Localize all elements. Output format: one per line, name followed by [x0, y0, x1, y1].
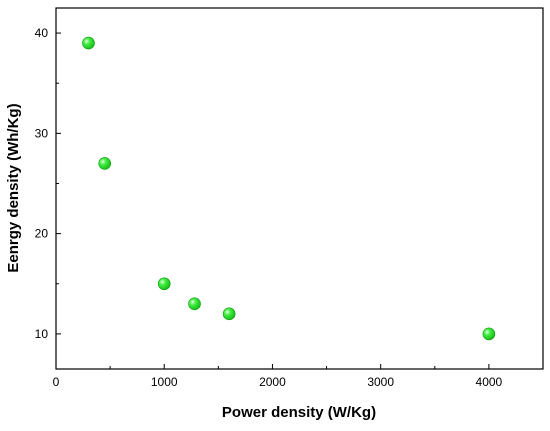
x-tick-label: 1000: [151, 375, 178, 389]
data-point: [157, 277, 171, 291]
x-tick-label: 2000: [259, 375, 286, 389]
y-tick-label: 40: [35, 26, 49, 40]
x-axis: 0 1000 2000 3000 4000: [53, 364, 503, 389]
y-tick-label: 10: [35, 327, 49, 341]
x-tick-label: 0: [53, 375, 60, 389]
y-axis-title: Eenrgy density (Wh/Kg): [5, 103, 22, 272]
x-tick-label: 3000: [367, 375, 394, 389]
plot-frame: [55, 7, 544, 370]
data-point: [482, 327, 496, 341]
data-point: [188, 297, 201, 311]
data-points: [82, 36, 496, 341]
y-axis: 10 20 30 40: [35, 26, 61, 341]
y-tick-label: 30: [35, 126, 49, 140]
data-point: [82, 36, 95, 50]
x-tick-label: 4000: [476, 375, 503, 389]
x-axis-title: Power density (W/Kg): [222, 404, 376, 421]
data-point: [98, 157, 111, 170]
y-tick-label: 20: [35, 227, 49, 241]
data-point: [222, 307, 236, 321]
